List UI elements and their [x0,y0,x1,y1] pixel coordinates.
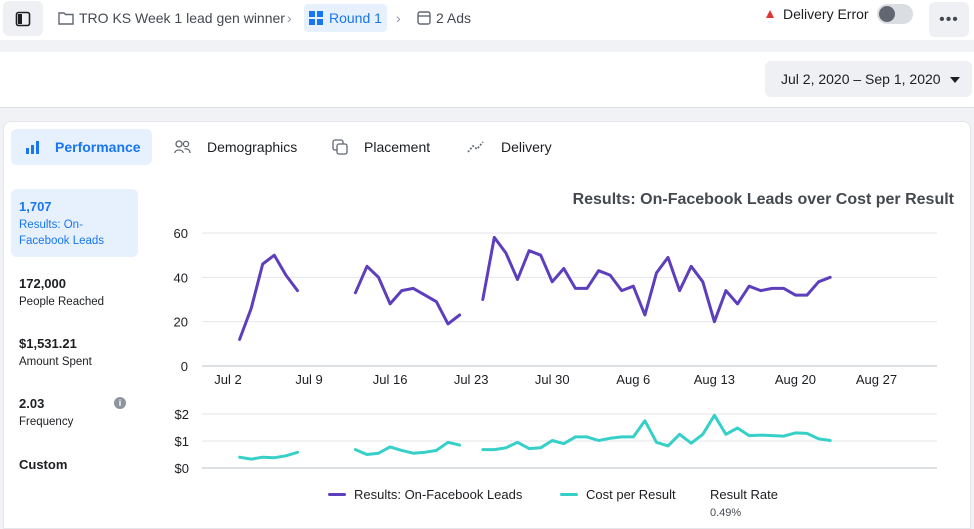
x-tick-label: Aug 6 [616,372,650,387]
date-bar: Jul 2, 2020 – Sep 1, 2020 [0,52,974,108]
legend-result-rate[interactable]: Result Rate [710,487,778,502]
metric-frequency-value: 2.03 [19,396,45,411]
x-tick-label: Jul 2 [214,372,241,387]
delivery-error-label: Delivery Error [783,6,869,22]
leads-series-line [238,253,299,341]
result-rate-value: 0.49% [710,507,742,519]
chevron-right-icon: › [287,10,292,26]
more-icon: ••• [939,10,959,28]
delivery-error-status[interactable]: Delivery Error [766,6,869,22]
legend-cost[interactable]: Cost per Result [560,487,676,502]
metric-results-value: 1,707 [19,199,52,214]
metric-results-label: Results: On-Facebook Leads [19,219,105,247]
cost-series-line [238,450,299,461]
legend-leads-label: Results: On-Facebook Leads [354,487,523,502]
metric-amount-spent-label: Amount Spent [19,356,92,368]
chart-title: Results: On-Facebook Leads over Cost per… [572,191,954,208]
tab-demographics-label: Demographics [207,139,298,155]
grid-icon [308,10,324,26]
sidebar-toggle-button[interactable] [3,1,43,36]
metric-amount-spent[interactable]: $1,531.21 Amount Spent [11,326,138,380]
metric-reach[interactable]: 172,000 People Reached [11,266,138,320]
metric-frequency[interactable]: 2.03 Frequency [11,386,138,440]
more-options-button[interactable]: ••• [929,2,969,37]
toggle-knob [879,6,895,22]
ad-icon [417,11,431,25]
separator [0,40,974,52]
x-tick-label: Aug 20 [775,372,816,387]
x-tick-label: Jul 9 [295,372,322,387]
placement-icon [332,139,348,155]
metric-results[interactable]: 1,707 Results: On-Facebook Leads [11,189,138,257]
leads-series-line [353,264,462,326]
y-tick-label: 60 [174,226,188,241]
legend-leads-swatch [328,493,346,496]
metric-frequency-label: Frequency [19,416,74,428]
custom-metric-button[interactable]: Custom [19,457,68,472]
breadcrumb-campaign[interactable]: TRO KS Week 1 lead gen winner [58,4,285,32]
metric-reach-label: People Reached [19,296,105,308]
x-tick-label: Aug 13 [694,372,735,387]
y-tick-label: 20 [174,315,188,330]
people-icon [174,140,191,154]
tab-placement[interactable]: Placement [332,129,430,165]
chevron-right-icon: › [396,10,401,26]
breadcrumb-campaign-label: TRO KS Week 1 lead gen winner [79,10,285,26]
breadcrumb-adset-label: Round 1 [329,10,382,26]
warning-icon [766,10,774,18]
legend-cost-swatch [560,493,578,496]
breadcrumb-ads-label: 2 Ads [436,10,472,26]
legend-cost-label: Cost per Result [586,487,676,502]
x-tick-label: Jul 23 [454,372,489,387]
date-range-picker[interactable]: Jul 2, 2020 – Sep 1, 2020 [765,61,972,97]
breadcrumb-ads[interactable]: 2 Ads [417,4,471,32]
bar-chart-icon [25,140,41,154]
y-tick-label: 40 [174,270,188,285]
cost-series-line [353,440,462,456]
x-tick-label: Jul 30 [535,372,570,387]
y-tick-label: $1 [175,434,189,449]
date-range-label: Jul 2, 2020 – Sep 1, 2020 [781,71,941,87]
info-icon[interactable]: i [114,397,126,409]
tab-performance[interactable]: Performance [11,129,152,165]
tab-delivery-label: Delivery [501,139,552,155]
delivery-trend-icon [467,140,485,154]
delivery-toggle[interactable] [877,4,913,24]
insights-panel [3,121,971,529]
tab-demographics[interactable]: Demographics [174,129,297,165]
tab-delivery[interactable]: Delivery [467,129,552,165]
legend-leads[interactable]: Results: On-Facebook Leads [328,487,522,502]
top-bar: TRO KS Week 1 lead gen winner › Round 1 … [0,0,974,40]
cost-series-line [481,413,832,452]
caret-down-icon [950,77,960,83]
tab-placement-label: Placement [364,139,431,155]
tab-performance-label: Performance [55,139,141,155]
x-tick-label: Jul 16 [373,372,408,387]
sidebar-toggle-icon [15,11,31,26]
leads-series-line [481,235,832,324]
x-tick-label: Aug 27 [856,372,897,387]
y-tick-label: $2 [175,407,189,422]
breadcrumb-adset[interactable]: Round 1 [304,4,387,32]
y-tick-label: 0 [181,359,188,374]
legend-result-rate-label: Result Rate [710,487,778,502]
metric-amount-spent-value: $1,531.21 [19,336,77,351]
folder-icon [58,11,74,25]
y-tick-label: $0 [175,461,189,476]
metric-reach-value: 172,000 [19,276,66,291]
results-chart: 0 20 40 60 Jul 2 Jul 9 Jul 16 Jul 23 Jul 30 Aug 6… [174,226,937,476]
